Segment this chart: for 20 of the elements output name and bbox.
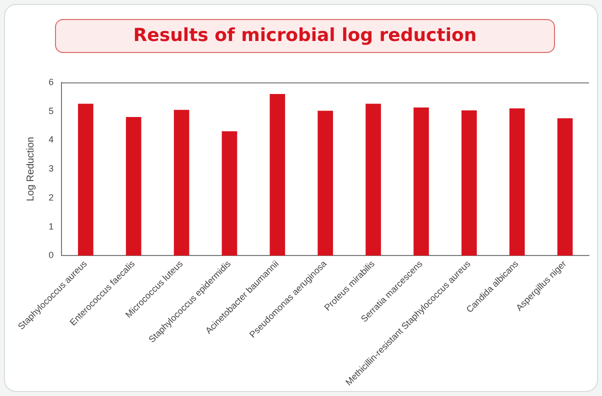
bar <box>222 131 238 256</box>
bar <box>318 110 334 256</box>
bar <box>461 110 477 256</box>
y-tick-label: 3 <box>48 164 54 174</box>
chart-title: Results of microbial log reduction <box>55 19 555 53</box>
bar <box>557 118 573 256</box>
y-tick-label: 0 <box>48 250 54 260</box>
bar <box>270 94 286 256</box>
bar <box>126 117 142 256</box>
bar <box>366 104 381 256</box>
y-tick-label: 4 <box>48 134 54 145</box>
bar <box>414 108 429 256</box>
y-axis-title: Log Reduction <box>25 136 36 202</box>
y-tick-label: 1 <box>48 221 54 232</box>
y-tick-label: 6 <box>48 76 54 87</box>
bar <box>78 104 94 256</box>
bar <box>174 110 190 256</box>
y-tick-label: 2 <box>48 192 54 202</box>
y-tick-label: 5 <box>48 106 54 116</box>
bar <box>509 108 525 256</box>
